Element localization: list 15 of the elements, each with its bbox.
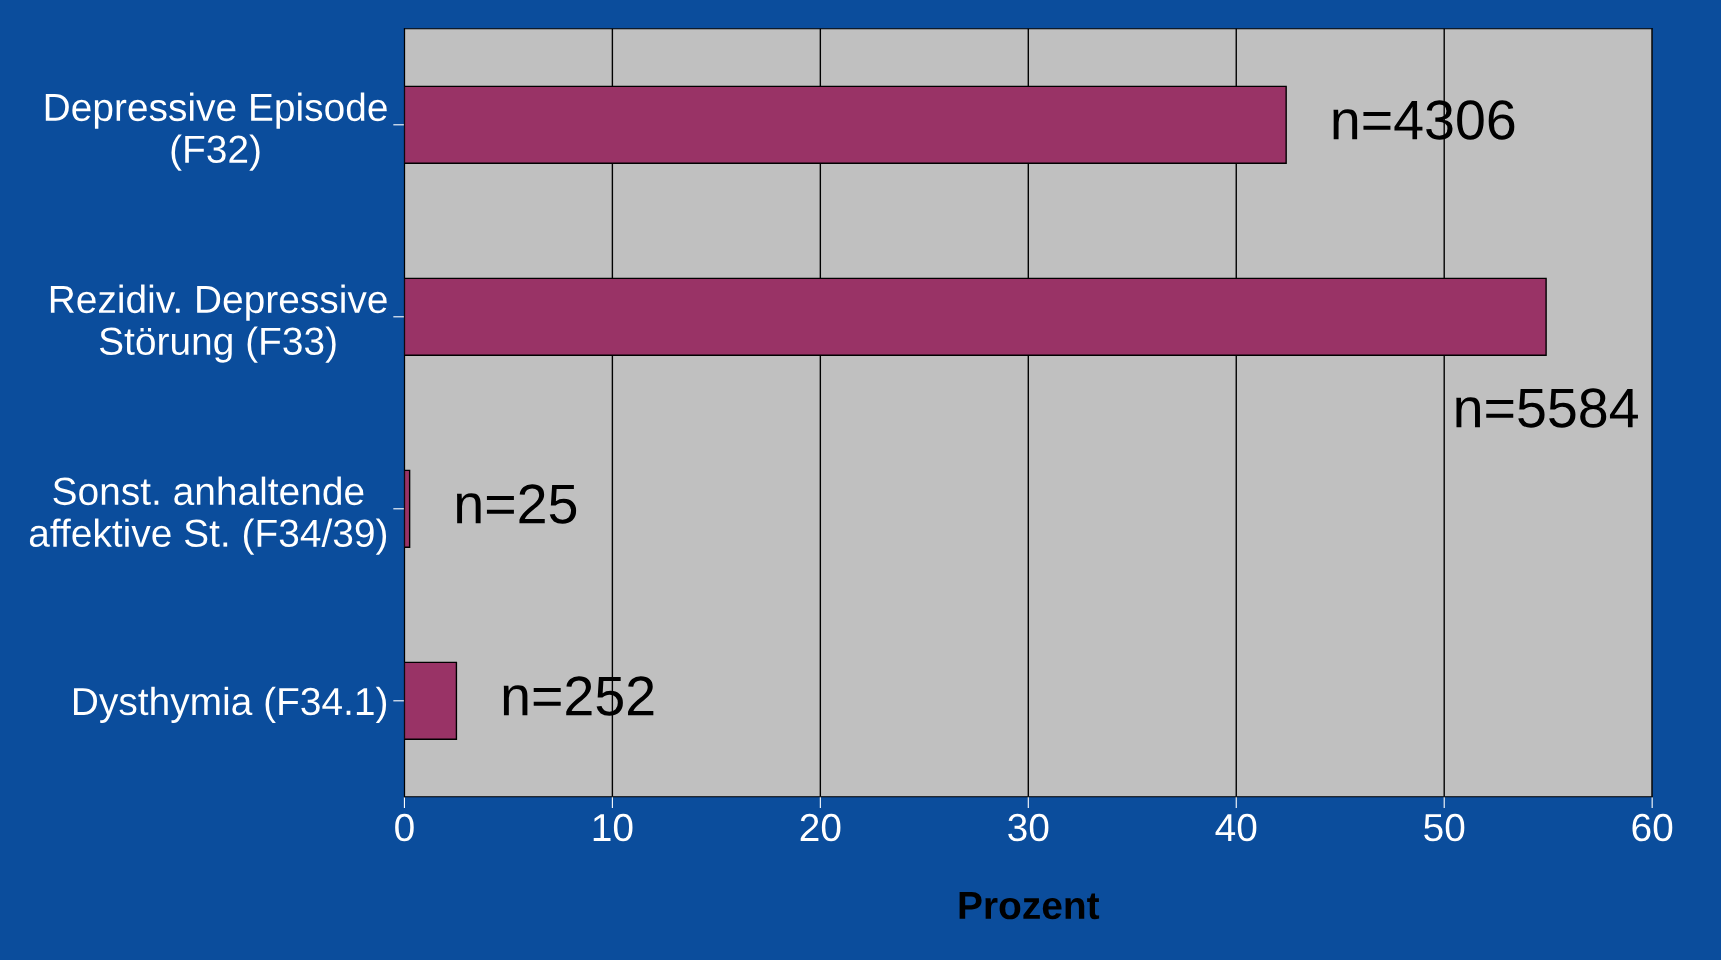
x-tick-label: 40 (1215, 813, 1257, 842)
x-tick-label: 30 (1008, 813, 1049, 842)
x-axis-title: Prozent (959, 892, 1100, 920)
annotation: n=25 (456, 484, 577, 524)
x-tick-label: 20 (800, 813, 841, 842)
y-tick-label: Depressive Episode (F32) (45, 92, 387, 171)
x-tick-label: 50 (1424, 813, 1465, 842)
annotation: n=5584 (1456, 388, 1638, 428)
x-tick-label: 0 (395, 813, 414, 842)
y-tick-label: Sonst. anhaltende affektive St. (F34/39) (29, 476, 387, 555)
x-tick-label: 60 (1632, 813, 1673, 842)
y-tick-label: Rezidiv. Depressive Störung (F33) (50, 284, 387, 363)
y-tick-label: Dysthymia (F34.1) (74, 686, 387, 723)
x-tick-label: 10 (593, 813, 633, 842)
bar (404, 661, 458, 740)
